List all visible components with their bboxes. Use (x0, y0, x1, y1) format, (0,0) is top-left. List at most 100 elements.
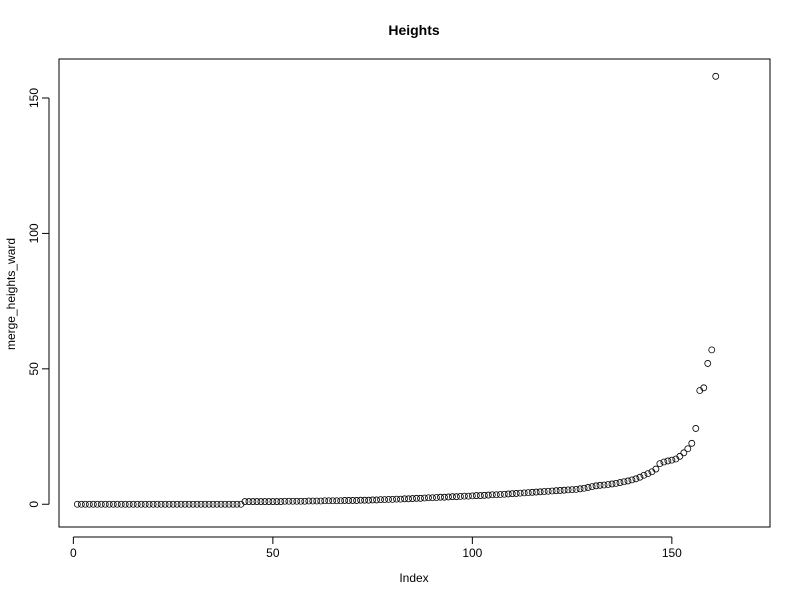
data-point (664, 457, 672, 465)
x-axis-label: Index (399, 571, 428, 585)
data-point (604, 481, 612, 488)
plot-frame (58, 58, 771, 528)
data-point (692, 425, 700, 432)
data-point (209, 500, 217, 508)
data-point (141, 500, 149, 508)
data-point (592, 482, 600, 490)
data-point (349, 497, 357, 504)
data-point (425, 494, 432, 502)
data-point (329, 497, 337, 505)
data-point (504, 490, 512, 498)
data-point (333, 497, 341, 505)
data-point (257, 498, 265, 505)
data-point (105, 500, 113, 508)
data-point (688, 439, 696, 447)
data-point (520, 489, 528, 497)
data-point (516, 489, 524, 497)
data-point (281, 497, 289, 505)
data-point (564, 486, 572, 494)
data-point (556, 487, 564, 494)
data-point (433, 494, 440, 501)
data-point (612, 479, 620, 487)
data-point (472, 492, 480, 499)
data-point (500, 490, 508, 498)
data-point (441, 493, 448, 501)
data-point (393, 495, 400, 503)
data-point (632, 475, 640, 483)
data-point (620, 478, 628, 486)
data-point (429, 494, 436, 502)
data-point (524, 489, 532, 497)
data-point (464, 492, 472, 500)
data-point (129, 500, 137, 508)
data-point (628, 476, 636, 484)
data-point (233, 500, 241, 508)
data-point (373, 496, 380, 504)
data-point (405, 495, 412, 503)
data-point (437, 493, 444, 501)
data-point (325, 497, 333, 505)
data-point (89, 500, 97, 508)
data-point (544, 487, 552, 495)
y-tick-label: 50 (27, 362, 41, 376)
y-axis: 0 50 100 150 (27, 88, 50, 508)
data-point (117, 500, 125, 508)
y-tick-label: 150 (27, 88, 41, 108)
data-point (361, 496, 369, 504)
data-point (532, 488, 540, 496)
data-point (261, 498, 269, 505)
data-point (345, 497, 353, 504)
data-point (309, 497, 317, 505)
data-point (365, 496, 373, 504)
data-point (201, 500, 209, 508)
data-point (293, 497, 301, 505)
data-point (217, 500, 225, 508)
data-point (492, 491, 500, 499)
data-point (572, 485, 580, 493)
data-point (273, 498, 281, 505)
data-point (301, 497, 309, 505)
y-tick-label: 100 (27, 223, 41, 243)
x-axis: 0 50 100 150 (70, 536, 682, 560)
data-point (249, 498, 257, 505)
data-point (452, 493, 460, 501)
data-point (241, 498, 249, 505)
data-point (77, 500, 85, 508)
data-point (445, 493, 452, 501)
x-tick-label: 150 (662, 546, 682, 560)
data-point (608, 480, 616, 488)
data-point (644, 470, 652, 478)
data-point (381, 496, 388, 504)
data-point (205, 500, 213, 508)
data-point (245, 498, 253, 505)
data-point (401, 495, 408, 503)
data-point (377, 496, 384, 504)
data-point (177, 500, 185, 508)
data-point (636, 473, 644, 481)
data-point (417, 494, 424, 502)
data-point (193, 500, 201, 508)
data-point (269, 498, 277, 505)
data-point (640, 471, 648, 479)
data-point (421, 494, 428, 502)
data-point (265, 498, 273, 505)
data-point (680, 449, 688, 457)
y-axis-label: merge_heights_ward (4, 238, 18, 350)
data-point (468, 492, 476, 500)
data-point (624, 477, 632, 485)
data-point (656, 460, 664, 468)
data-point (700, 384, 708, 392)
data-point (173, 500, 181, 508)
data-point (397, 495, 404, 503)
data-points (73, 72, 720, 508)
data-point (528, 488, 536, 496)
data-point (413, 494, 420, 502)
data-point (133, 500, 141, 508)
data-point (145, 500, 153, 508)
data-point (93, 500, 101, 508)
data-point (169, 500, 177, 508)
data-point (353, 497, 361, 504)
data-point (536, 488, 544, 496)
data-point (125, 500, 133, 508)
